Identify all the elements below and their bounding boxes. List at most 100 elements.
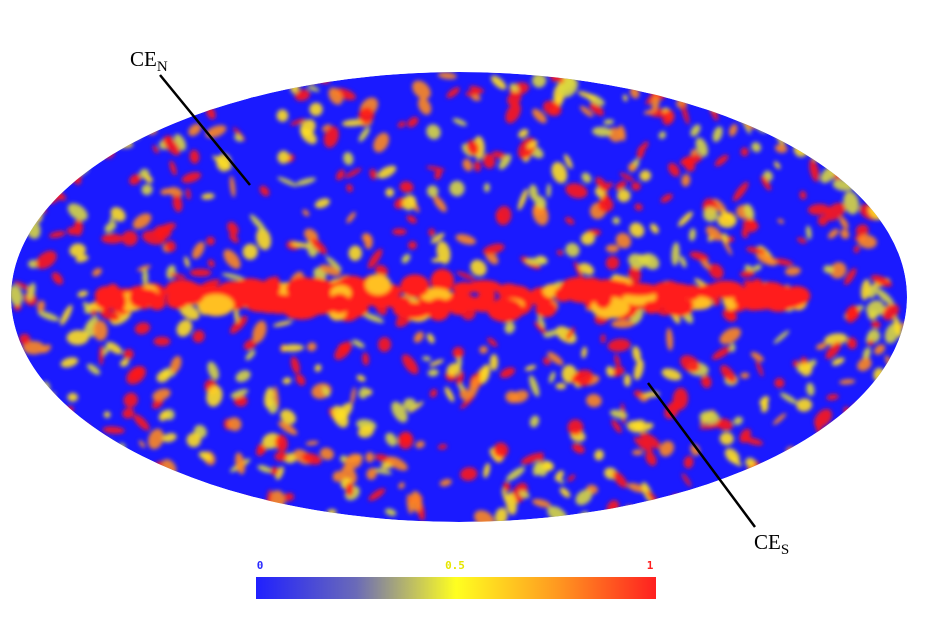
sky-blob (578, 262, 595, 276)
sky-blob (566, 327, 575, 340)
sky-blob (680, 355, 700, 373)
sky-blob (358, 126, 370, 142)
sky-blob (67, 392, 79, 402)
sky-blob (275, 466, 284, 480)
sky-blob (812, 144, 821, 161)
annotation: CEN (130, 47, 168, 75)
sky-blob (186, 432, 202, 448)
sky-blob (814, 122, 821, 132)
sky-blob (859, 442, 872, 462)
sky-blob (839, 216, 849, 230)
sky-blob (492, 151, 507, 160)
sky-blob (740, 147, 749, 157)
sky-blob (12, 361, 21, 375)
sky-blob (517, 188, 528, 211)
sky-blob (661, 368, 682, 381)
sky-blob (426, 165, 445, 172)
sky-blob (459, 388, 471, 401)
sky-blob (170, 355, 182, 374)
sky-blob (101, 233, 124, 244)
sky-blob (173, 77, 189, 101)
sky-blob (97, 72, 121, 83)
sky-blob (741, 76, 752, 97)
sky-blob (776, 106, 784, 114)
sky-blob (871, 495, 890, 506)
sky-blob (708, 263, 724, 280)
sky-blob (785, 266, 801, 276)
sky-blob (152, 145, 159, 154)
pointer-line (646, 382, 757, 528)
sky-blob (681, 472, 692, 487)
sky-blob (705, 225, 723, 241)
sky-blob (752, 264, 762, 272)
sky-blob (234, 134, 244, 142)
sky-blob (495, 212, 502, 221)
sky-blob (15, 362, 29, 376)
sky-blob (586, 393, 602, 408)
sky-blob (280, 409, 296, 425)
sky-blob (462, 158, 473, 172)
sky-blob (341, 119, 366, 127)
sky-blob (188, 123, 202, 137)
sky-blob (175, 482, 187, 498)
sky-blob (728, 123, 738, 137)
sky-blob (772, 485, 785, 502)
sky-blob (574, 369, 594, 387)
sky-blob (71, 128, 84, 144)
sky-blob (163, 136, 181, 156)
sky-blob (206, 385, 223, 407)
sky-blob (865, 114, 876, 125)
sky-blob (397, 121, 406, 128)
sky-blob (807, 203, 830, 216)
sky-blob (46, 394, 52, 401)
sky-blob (869, 480, 880, 493)
sky-blob (695, 137, 708, 157)
sky-blob (165, 240, 176, 252)
sky-blob (35, 194, 47, 214)
sky-blob (413, 331, 424, 343)
sky-blob (565, 242, 580, 258)
sky-blob (259, 185, 270, 197)
sky-blob (118, 480, 131, 493)
sky-blob (490, 75, 507, 90)
sky-blob (668, 162, 680, 177)
sky-blob (814, 408, 832, 428)
galactic-band (683, 284, 701, 301)
sky-blob (233, 395, 248, 407)
sky-blob (69, 243, 86, 258)
galactic-band (328, 293, 351, 314)
sky-blob (39, 72, 55, 82)
sky-blob (900, 481, 907, 503)
sky-blob (26, 199, 39, 211)
sky-texture (11, 72, 907, 522)
sky-blob (555, 383, 567, 390)
colorbar-tick-label: 0.5 (445, 559, 465, 572)
sky-map (11, 72, 907, 522)
sky-blob (595, 177, 609, 193)
sky-blob (434, 169, 442, 180)
sky-blob (809, 158, 820, 182)
sky-blob (366, 467, 377, 480)
sky-blob (824, 108, 837, 122)
sky-blob (797, 237, 807, 244)
sky-blob (282, 377, 292, 385)
sky-blob (773, 330, 790, 344)
sky-blob (362, 352, 370, 366)
sky-blob (634, 203, 643, 211)
sky-blob (130, 117, 141, 124)
sky-blob (300, 128, 317, 145)
sky-blob (13, 211, 33, 226)
sky-blob (290, 356, 300, 375)
sky-blob (577, 91, 597, 101)
sky-blob (617, 189, 631, 203)
sky-blob (86, 363, 101, 375)
sky-blob (677, 211, 693, 227)
sky-blob (198, 451, 213, 461)
sky-blob (541, 461, 554, 471)
sky-blob (116, 471, 129, 481)
sky-blob (449, 180, 465, 197)
sky-blob (671, 242, 680, 266)
sky-blob (608, 127, 623, 142)
sky-blob (728, 311, 738, 321)
